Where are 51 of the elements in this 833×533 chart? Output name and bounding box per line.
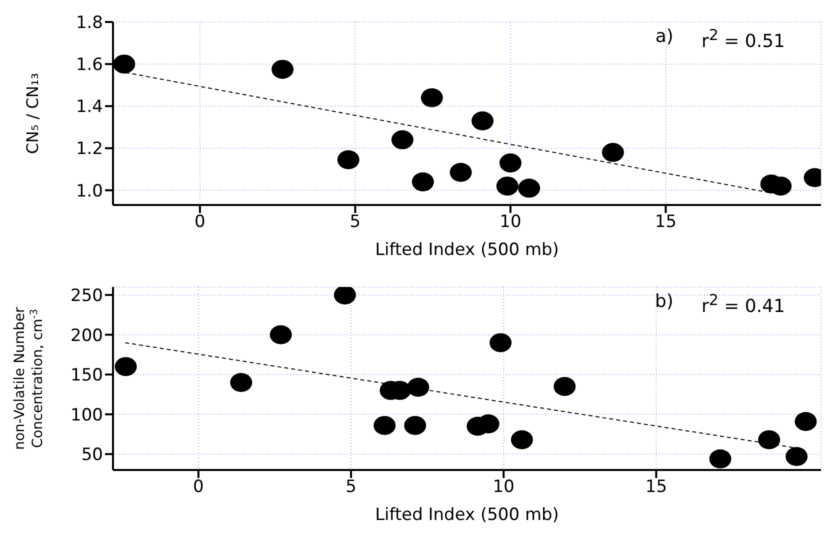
x-axis-title: Lifted Index (500 mb): [375, 505, 559, 525]
point: [786, 446, 808, 466]
x-tick-label: 0: [194, 212, 206, 232]
annotation: r$^{2}$ = 0.51: [701, 26, 785, 52]
point: [391, 130, 414, 150]
y-tick-label: 1.6: [76, 55, 103, 76]
point: [602, 142, 624, 162]
x-tick-label: 10: [492, 477, 514, 498]
x-tick-label: 15: [645, 477, 668, 498]
annotation: b): [654, 291, 674, 314]
y-tick-label: 1.0: [76, 181, 103, 202]
point: [334, 287, 356, 304]
point: [272, 60, 294, 79]
x-axis-title: Lifted Index (500 mb): [375, 240, 559, 260]
point: [270, 325, 292, 344]
point: [472, 111, 494, 130]
x-tick-label: 15: [654, 212, 677, 232]
y-tick-label: 50: [81, 445, 103, 466]
y-axis-title: CN₅ / CN₁₃: [23, 72, 42, 154]
annotation: r$^{2}$ = 0.41: [701, 291, 785, 317]
point: [709, 449, 732, 468]
y-tick-label: 1.8: [76, 13, 103, 34]
point: [114, 357, 137, 376]
point: [518, 178, 540, 198]
point: [420, 88, 443, 108]
y-tick-label: 250: [70, 286, 103, 306]
point: [412, 172, 434, 192]
x-tick-label: 0: [193, 477, 204, 498]
y-tick-label: 1.4: [76, 97, 103, 118]
y-tick-label: 1.2: [76, 139, 103, 160]
point: [794, 412, 817, 431]
y-tick-label: 200: [70, 326, 103, 346]
x-tick-label: 10: [500, 212, 522, 232]
point: [496, 176, 518, 196]
point: [510, 430, 533, 450]
point: [113, 54, 136, 74]
point: [554, 376, 576, 396]
point: [490, 333, 512, 352]
point: [407, 378, 430, 397]
point: [758, 430, 780, 450]
point: [404, 416, 426, 435]
y-tick-label: 150: [70, 366, 103, 386]
point: [230, 372, 252, 392]
annotation: a): [655, 26, 674, 49]
point: [499, 153, 522, 172]
point: [450, 162, 472, 182]
point: [337, 150, 360, 170]
y-tick-label: 100: [70, 405, 103, 426]
x-tick-label: 5: [346, 477, 356, 498]
x-tick-label: 5: [350, 212, 361, 232]
point: [374, 416, 396, 435]
